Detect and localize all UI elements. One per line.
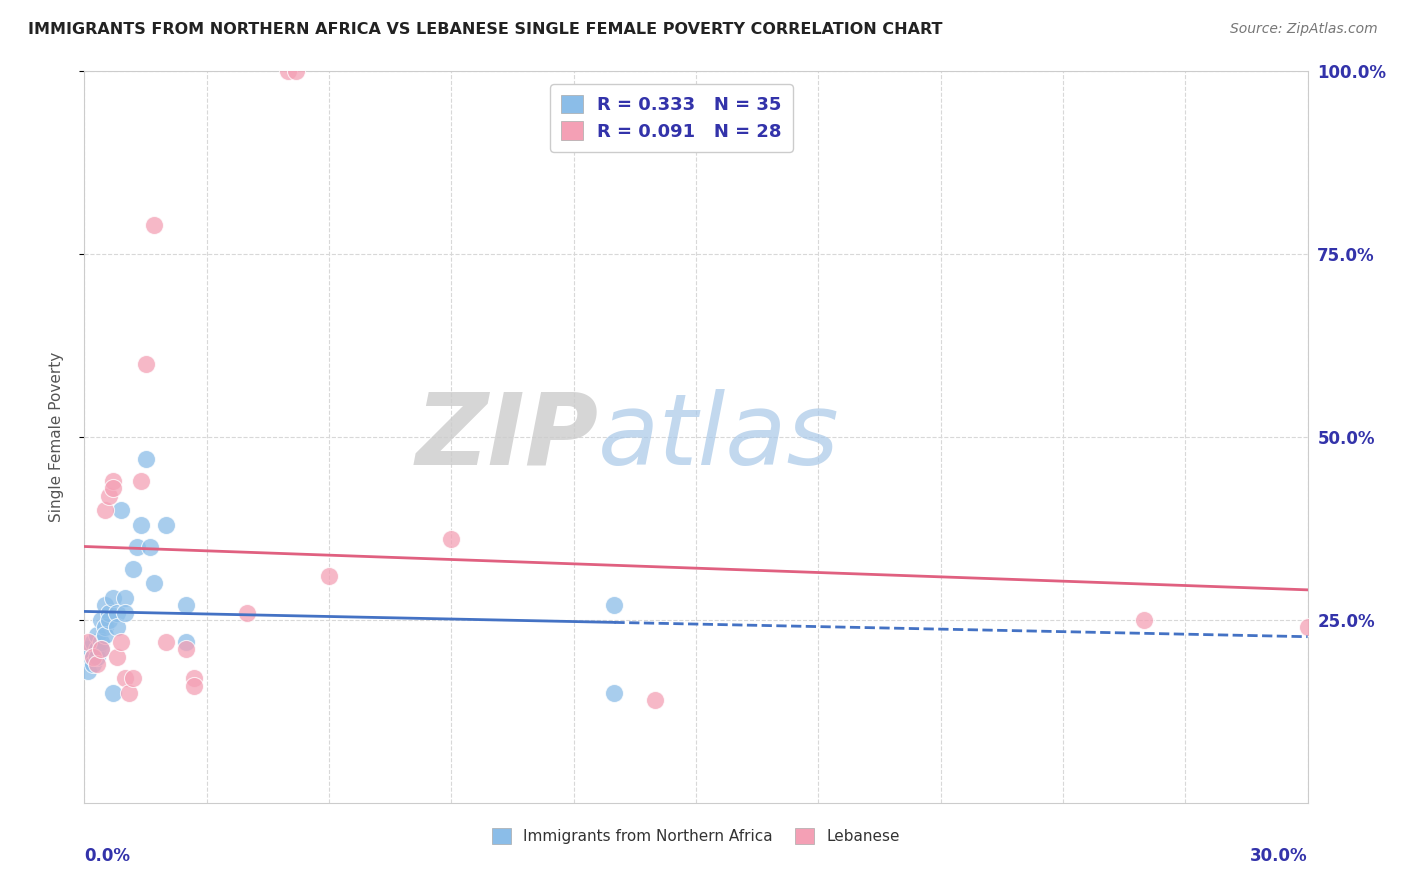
Text: 30.0%: 30.0% (1250, 847, 1308, 864)
Text: 0.0%: 0.0% (84, 847, 131, 864)
Y-axis label: Single Female Poverty: Single Female Poverty (49, 352, 63, 522)
Legend: Immigrants from Northern Africa, Lebanese: Immigrants from Northern Africa, Lebanes… (486, 822, 905, 850)
Text: IMMIGRANTS FROM NORTHERN AFRICA VS LEBANESE SINGLE FEMALE POVERTY CORRELATION CH: IMMIGRANTS FROM NORTHERN AFRICA VS LEBAN… (28, 22, 942, 37)
Text: ZIP: ZIP (415, 389, 598, 485)
Text: atlas: atlas (598, 389, 839, 485)
Text: Source: ZipAtlas.com: Source: ZipAtlas.com (1230, 22, 1378, 37)
